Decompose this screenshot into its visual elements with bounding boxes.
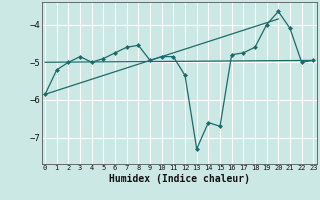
X-axis label: Humidex (Indice chaleur): Humidex (Indice chaleur): [109, 174, 250, 184]
